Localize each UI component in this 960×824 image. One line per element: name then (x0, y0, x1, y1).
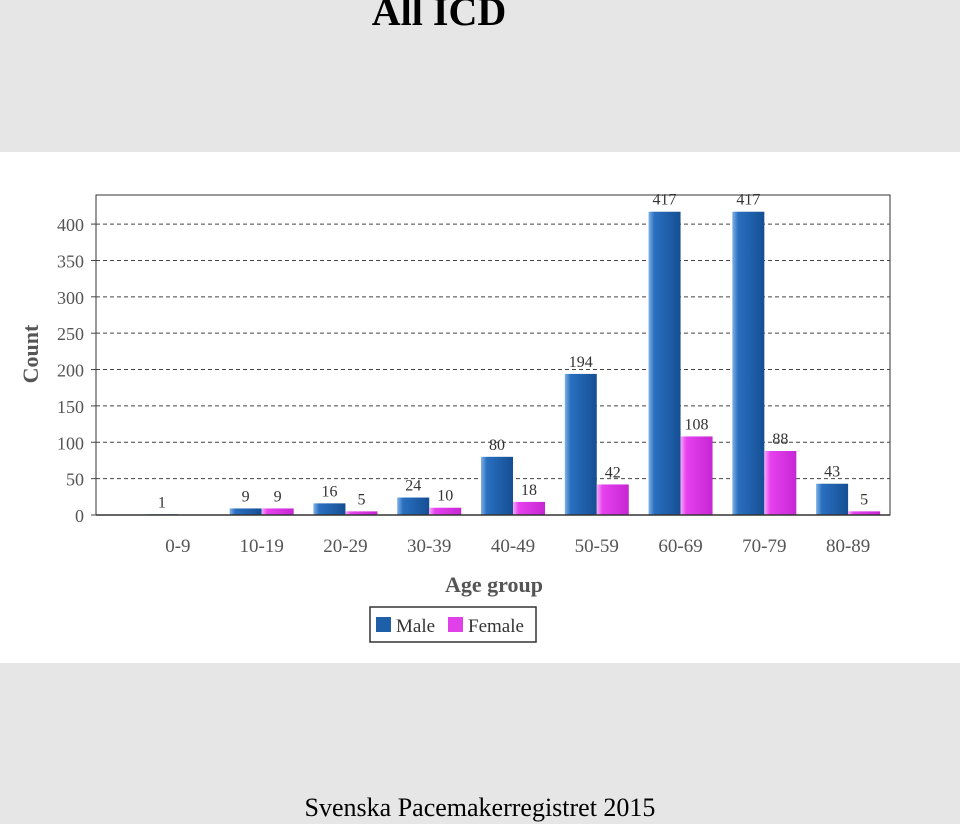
y-tick-label: 400 (57, 215, 84, 235)
y-tick-label: 350 (57, 251, 84, 271)
x-tick-label: 50-59 (575, 536, 619, 557)
legend-label-male: Male (396, 616, 435, 637)
x-tick-label: 70-79 (742, 536, 786, 557)
footer-text: Svenska Pacemakerregistret 2015 (304, 793, 656, 822)
bar-female (261, 508, 294, 515)
x-tick-label: 10-19 (240, 536, 284, 557)
bar-female (345, 511, 378, 515)
x-tick-label: 0-9 (165, 536, 190, 557)
y-axis-label: Count (18, 324, 43, 383)
data-label: 5 (357, 491, 365, 508)
x-axis-label: Age group (445, 572, 543, 597)
axes: 0 50 100 150 200 250 300 350 400 0-9 10-19 20-29 30-… (57, 215, 890, 557)
bar-male (481, 456, 513, 515)
data-label: 42 (605, 464, 621, 481)
bar-female (596, 484, 629, 515)
data-label: 16 (321, 483, 337, 500)
data-label: 24 (405, 478, 421, 495)
y-tick-label: 300 (57, 288, 84, 308)
bar-chart: 1 9 9 16 5 24 10 80 18 194 42 417 108 417 88 43 5 0 50 100… (18, 192, 891, 643)
legend-swatch-female (448, 617, 463, 632)
data-label: 108 (685, 416, 709, 433)
bar-female (848, 511, 881, 515)
data-label: 417 (736, 192, 760, 209)
bar-male (648, 211, 681, 515)
bar-male (397, 497, 430, 515)
bar-male (313, 503, 346, 515)
bar-female (429, 507, 462, 515)
bar-male (229, 508, 262, 515)
data-label: 80 (489, 437, 505, 454)
x-tick-label: 40-49 (491, 536, 535, 557)
x-tick-label: 80-89 (826, 536, 870, 557)
data-label: 88 (772, 431, 788, 448)
bar-female (764, 451, 797, 515)
data-label: 1 (158, 494, 166, 511)
bar-female (513, 501, 545, 515)
y-tick-label: 50 (66, 470, 84, 490)
x-tick-label: 30-39 (407, 536, 451, 557)
x-tick-label: 60-69 (658, 536, 702, 557)
data-label: 9 (274, 488, 282, 505)
data-label: 5 (860, 491, 868, 508)
data-label: 417 (653, 192, 677, 209)
bar-female (680, 436, 713, 515)
x-tick-label: 20-29 (323, 536, 367, 557)
data-labels: 1 9 9 16 5 24 10 80 18 194 42 417 108 417 88 43 5 (158, 192, 868, 512)
slide-title: All ICD (371, 0, 507, 34)
data-label: 194 (569, 354, 593, 371)
data-label: 43 (824, 464, 840, 481)
y-tick-label: 150 (57, 397, 84, 417)
y-tick-label: 200 (57, 361, 84, 381)
bar-male (816, 483, 849, 515)
legend: Male Female (369, 606, 537, 643)
y-tick-label: 250 (57, 324, 84, 344)
bars (145, 211, 881, 515)
data-label: 10 (437, 488, 453, 505)
y-tick-label: 0 (75, 506, 84, 526)
data-label: 9 (242, 488, 250, 505)
data-label: 18 (521, 482, 537, 499)
bar-male (564, 373, 597, 515)
legend-swatch-male (376, 617, 391, 632)
chart-panel: 1 9 9 16 5 24 10 80 18 194 42 417 108 417 88 43 5 0 50 100… (0, 152, 960, 663)
legend-label-female: Female (468, 616, 524, 637)
bar-male (732, 211, 765, 515)
y-tick-label: 100 (57, 433, 84, 453)
